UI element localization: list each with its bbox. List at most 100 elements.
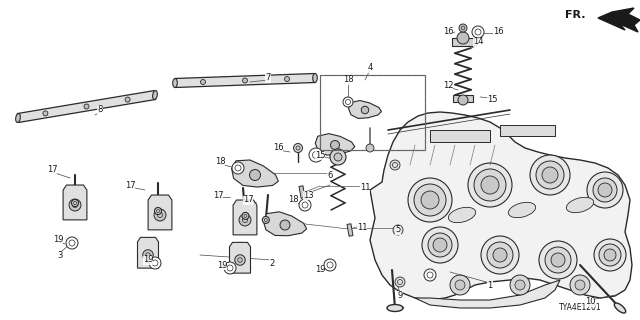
Circle shape [66, 237, 78, 249]
Circle shape [570, 275, 590, 295]
Circle shape [468, 163, 512, 207]
Text: 18: 18 [342, 76, 353, 84]
Circle shape [481, 176, 499, 194]
Polygon shape [263, 212, 307, 236]
Circle shape [343, 97, 353, 107]
Text: 12: 12 [443, 81, 453, 90]
Text: 5: 5 [396, 226, 401, 235]
Circle shape [428, 233, 452, 257]
Text: 19: 19 [315, 266, 325, 275]
Circle shape [250, 170, 260, 180]
Circle shape [530, 155, 570, 195]
Circle shape [575, 280, 585, 290]
Circle shape [330, 149, 346, 165]
Circle shape [598, 183, 612, 197]
Ellipse shape [566, 197, 594, 213]
Text: 16: 16 [493, 28, 503, 36]
Circle shape [421, 191, 439, 209]
Circle shape [235, 255, 245, 265]
Circle shape [390, 160, 400, 170]
Text: 6: 6 [327, 171, 333, 180]
Text: 19: 19 [217, 260, 227, 269]
Circle shape [243, 78, 248, 83]
Circle shape [125, 97, 130, 102]
Text: 3: 3 [58, 251, 63, 260]
Circle shape [551, 253, 565, 267]
Text: 19: 19 [52, 236, 63, 244]
Text: 15: 15 [487, 95, 497, 105]
Circle shape [510, 275, 530, 295]
Circle shape [455, 280, 465, 290]
Circle shape [458, 95, 468, 105]
Circle shape [459, 24, 467, 32]
Text: 13: 13 [303, 190, 314, 199]
Ellipse shape [508, 202, 536, 218]
Circle shape [395, 277, 405, 287]
Circle shape [422, 227, 458, 263]
Circle shape [536, 161, 564, 189]
Circle shape [587, 172, 623, 208]
Circle shape [487, 242, 513, 268]
Polygon shape [347, 224, 353, 236]
Text: 7: 7 [266, 74, 271, 83]
Text: 11: 11 [360, 183, 371, 193]
Ellipse shape [153, 91, 157, 100]
Polygon shape [232, 160, 278, 187]
Circle shape [285, 76, 289, 82]
Text: FR.: FR. [564, 10, 585, 20]
Text: 4: 4 [367, 63, 372, 73]
Ellipse shape [173, 78, 177, 87]
Circle shape [474, 169, 506, 201]
Circle shape [69, 199, 81, 211]
Polygon shape [230, 242, 250, 273]
Ellipse shape [387, 305, 403, 311]
Circle shape [594, 239, 626, 271]
Circle shape [324, 259, 336, 271]
Text: TYA4E1201: TYA4E1201 [559, 303, 602, 313]
Polygon shape [233, 200, 257, 235]
Circle shape [84, 104, 89, 109]
Circle shape [294, 143, 303, 153]
Circle shape [154, 209, 166, 221]
Ellipse shape [614, 303, 626, 313]
Circle shape [424, 269, 436, 281]
Text: 2: 2 [269, 259, 275, 268]
Polygon shape [370, 112, 632, 300]
Polygon shape [415, 280, 560, 308]
Circle shape [72, 199, 79, 206]
Polygon shape [598, 8, 640, 32]
Circle shape [149, 257, 161, 269]
Circle shape [232, 162, 244, 174]
Circle shape [515, 280, 525, 290]
Circle shape [481, 236, 519, 274]
Circle shape [545, 247, 571, 273]
Circle shape [539, 241, 577, 279]
Polygon shape [63, 185, 87, 220]
Circle shape [154, 207, 161, 214]
Text: 17: 17 [125, 180, 135, 189]
Text: 18: 18 [214, 157, 225, 166]
Polygon shape [316, 134, 355, 155]
Circle shape [433, 238, 447, 252]
Text: 19: 19 [143, 255, 153, 265]
Circle shape [414, 184, 446, 216]
Text: 17: 17 [47, 165, 58, 174]
Text: 17: 17 [243, 196, 253, 204]
Circle shape [43, 111, 48, 116]
Bar [500, 125, 555, 136]
Circle shape [366, 144, 374, 152]
Circle shape [599, 244, 621, 266]
Ellipse shape [15, 114, 20, 123]
Circle shape [224, 262, 236, 274]
Polygon shape [148, 195, 172, 230]
Circle shape [239, 214, 251, 226]
Ellipse shape [313, 74, 317, 83]
Text: 16: 16 [443, 28, 453, 36]
Polygon shape [17, 91, 156, 123]
Polygon shape [299, 186, 305, 198]
Polygon shape [175, 74, 315, 87]
Circle shape [299, 199, 311, 211]
Text: 10: 10 [585, 298, 595, 307]
Circle shape [493, 248, 507, 262]
Bar [452, 38, 474, 46]
